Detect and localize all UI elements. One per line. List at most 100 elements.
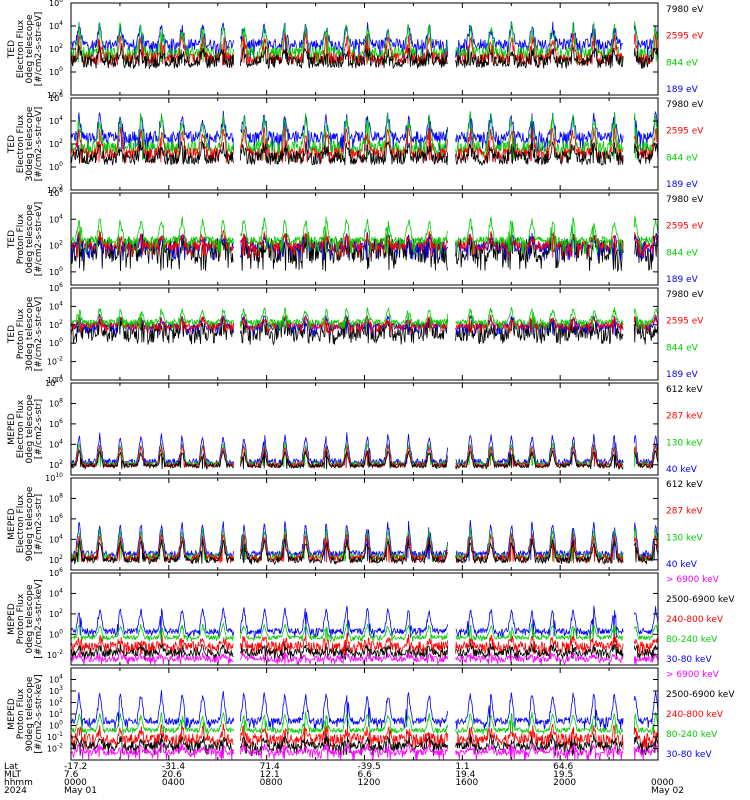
y-tick-label: 101: [49, 708, 63, 719]
footer-lat-value: -39.5: [358, 762, 381, 772]
y-axis-label: TEDElectron Flux0deg telescope[#/cm2-s-s…: [7, 12, 44, 87]
series-1-trace: [70, 519, 659, 562]
series-1-trace: [70, 432, 659, 468]
legend-entry: 189 eV: [666, 85, 699, 95]
y-axis-label: TEDProton Flux30deg telescope[#/cm2-s-st…: [7, 296, 44, 371]
series-3-trace: [70, 126, 659, 164]
legend-entry: 189 eV: [666, 275, 699, 285]
y-tick-label: 100: [49, 337, 63, 348]
footer-mlt-value: 7.6: [64, 770, 79, 780]
footer-hhmm-value: 2000: [553, 778, 576, 788]
legend-entry: 130 keV: [666, 438, 703, 448]
series-5-trace: [70, 742, 659, 762]
series-4-trace: [70, 306, 659, 330]
y-axis-label: MEPEDProton Flux90deg telescope[#/cm2-s-…: [7, 674, 44, 753]
y-tick-label: 104: [49, 674, 63, 685]
series-2-trace: [70, 231, 659, 261]
y-tick-label: 108: [49, 492, 63, 503]
footer-lat-value: -17.2: [64, 762, 87, 772]
y-tick-label: 106: [49, 513, 63, 524]
footer-lat-value: 64.6: [553, 762, 573, 772]
panel-1: 10-2 100 102 104 106 TEDElectron Flux0deg tel…: [7, 0, 704, 100]
y-axis-label: TEDProton Flux0deg telescope[#/cm2-s-str…: [7, 202, 44, 277]
series-3-trace: [70, 229, 659, 259]
series-3-trace: [70, 32, 659, 68]
y-tick-label: 100: [49, 266, 63, 277]
series-3-trace: [70, 723, 659, 751]
y-tick-label: 102: [49, 697, 63, 708]
y-tick-label: 103: [49, 685, 63, 696]
y-tick-label: 108: [49, 397, 63, 408]
y-tick-label: 102: [49, 554, 63, 565]
y-tick-label: 100: [49, 161, 63, 172]
legend-entry: 2500-6900 keV: [666, 690, 735, 700]
legend-entry: 2595 eV: [666, 317, 704, 327]
series-4-trace: [70, 215, 659, 255]
footer-mlt-value: 6.6: [358, 770, 373, 780]
y-tick-label: 10-4: [47, 374, 63, 385]
legend-entry: 844 eV: [666, 153, 699, 163]
panel-4: 10-4 10-2 100 102 104 106 TEDProton Flux30deg …: [7, 282, 704, 385]
y-tick-label: 10-2: [47, 743, 63, 754]
y-tick-label: 102: [49, 319, 63, 330]
y-axis-label: MEPEDElectron Flux0deg telescope[#/cm2-s…: [7, 394, 44, 464]
series-1-trace: [70, 315, 659, 346]
y-tick-label: 102: [49, 459, 63, 470]
footer-lat-value: 1.1: [455, 762, 469, 772]
footer-row-label: hhmm: [4, 778, 33, 788]
legend-entry: 7980 eV: [666, 100, 704, 110]
y-tick-label: 102: [49, 240, 63, 251]
y-axis-label: MEPEDElectron Flux90deg telescope[#/cm2-…: [7, 486, 44, 561]
y-tick-label: 104: [49, 587, 63, 598]
series-4-trace: [70, 45, 659, 70]
footer-hhmm-value: 0400: [162, 778, 185, 788]
series-1-trace: [70, 690, 659, 731]
legend-entry: 287 keV: [666, 507, 703, 517]
legend-entry: 612 keV: [666, 480, 703, 490]
series-4-trace: [70, 538, 659, 566]
legend-entry: 844 eV: [666, 248, 699, 258]
y-tick-label: 10-2: [47, 89, 63, 100]
legend-entry: 130 keV: [666, 533, 703, 543]
y-tick-label: 104: [49, 533, 63, 544]
series-2-trace: [70, 21, 659, 65]
legend-entry: 30-80 keV: [666, 655, 712, 665]
footer-hhmm-value: 1200: [358, 778, 381, 788]
panel-2: 10-2 100 102 104 106 TEDElectron Flux30deg te…: [7, 92, 704, 195]
y-tick-label: 100: [49, 66, 63, 77]
footer-lat-value: 71.4: [260, 762, 280, 772]
legend-entry: 7980 eV: [666, 290, 704, 300]
series-2-trace: [70, 441, 659, 469]
footer-hhmm-value: 0000: [651, 778, 674, 788]
y-tick-label: 104: [49, 115, 63, 126]
legend-entry: 40 keV: [666, 465, 698, 475]
legend-entry: 844 eV: [666, 58, 699, 68]
y-tick-label: 104: [49, 213, 63, 224]
y-tick-label: 1010: [45, 472, 63, 483]
y-tick-label: 104: [49, 20, 63, 31]
legend-entry: 2595 eV: [666, 222, 704, 232]
series-5-trace: [70, 651, 659, 666]
legend-entry: 30-80 keV: [666, 750, 712, 760]
series-2-trace: [70, 711, 659, 737]
y-tick-label: 104: [49, 438, 63, 449]
footer-date-value: May 02: [651, 786, 684, 796]
footer-mlt-value: 20.6: [162, 770, 182, 780]
legend-entry: 2595 eV: [666, 32, 704, 42]
y-tick-label: 106: [49, 92, 63, 103]
legend-entry: 40 keV: [666, 560, 698, 570]
series-4-trace: [70, 733, 659, 757]
legend-entry: 189 eV: [666, 370, 699, 380]
y-tick-label: 10-2: [47, 184, 63, 195]
y-tick-label: 106: [49, 187, 63, 198]
y-tick-label: 104: [49, 300, 63, 311]
y-axis-label: MEPEDProton Flux0deg telescope[#/cm2-s-s…: [7, 579, 44, 658]
footer-mlt-value: 19.5: [553, 770, 573, 780]
y-tick-label: 102: [49, 43, 63, 54]
legend-entry: 80-240 keV: [666, 635, 718, 645]
footer-date-value: May 01: [64, 786, 97, 796]
panel-7: 10-2 100 102 104 106 MEPEDProton Flux0deg tel…: [7, 567, 735, 666]
footer-hhmm-value: 1600: [455, 778, 478, 788]
